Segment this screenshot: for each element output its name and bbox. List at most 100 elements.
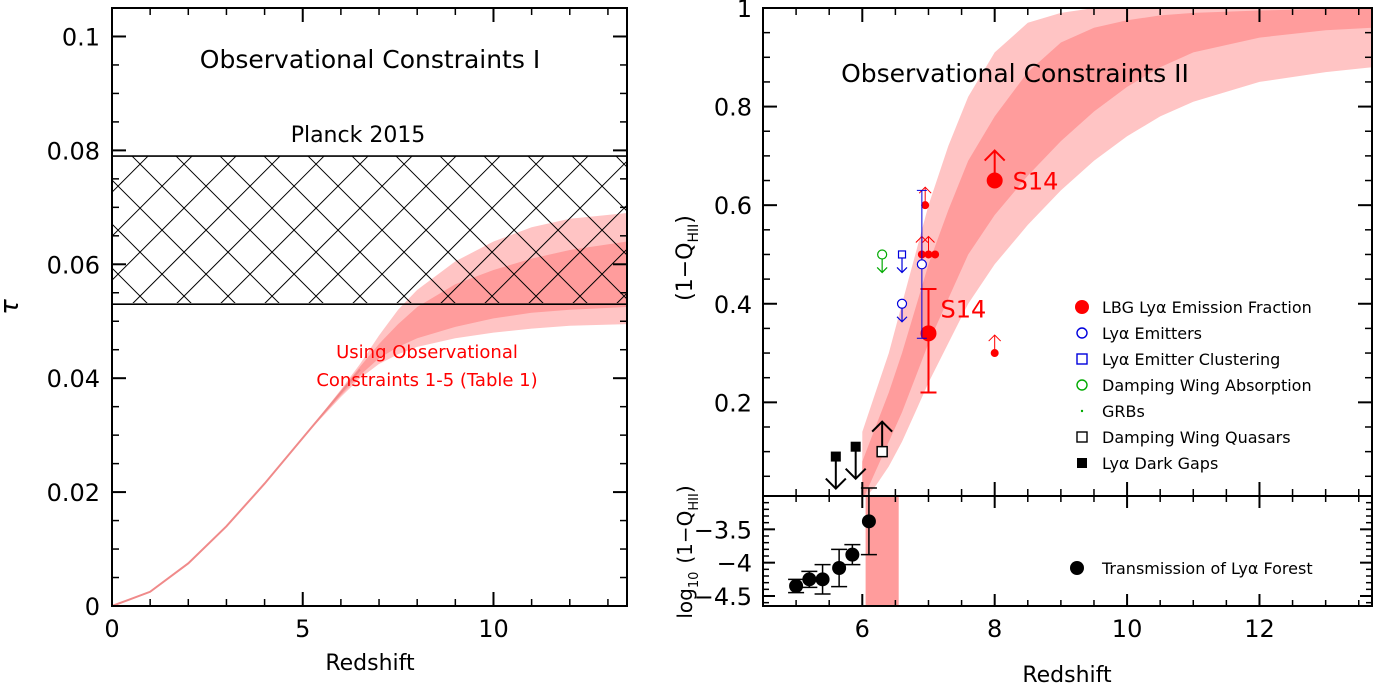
hatch-line xyxy=(748,156,896,304)
legend-label: Damping Wing Quasars xyxy=(1102,428,1291,447)
legend-marker xyxy=(1077,458,1087,468)
log-label-prefix: log xyxy=(673,588,697,619)
lbg-large-point xyxy=(920,325,937,342)
dwq-lower-limit-head xyxy=(871,420,893,433)
legend-label: Transmission of Lyα Forest xyxy=(1101,559,1313,578)
dark-gap-upper-limit-head xyxy=(825,477,847,490)
hatch-line xyxy=(351,156,500,303)
tau-inner-band xyxy=(112,241,627,606)
x-tick-label: 8 xyxy=(987,615,1002,643)
hatch-line xyxy=(439,156,588,303)
lbg-large-point xyxy=(986,172,1003,189)
legend-label: Lyα Dark Gaps xyxy=(1102,454,1218,473)
legend-label: Lyα Emitter Clustering xyxy=(1102,350,1280,369)
hatch-line xyxy=(131,156,280,303)
lbg-small-point xyxy=(921,201,930,210)
legend-marker xyxy=(1075,300,1089,314)
log-label-prefix-sub: 10 xyxy=(687,572,702,589)
x-tick-label: 0 xyxy=(104,615,119,643)
y-tick-label: 0.02 xyxy=(47,479,100,507)
x-tick-label: 6 xyxy=(855,615,870,643)
hatch-line xyxy=(704,156,852,304)
y-tick-label: 0.04 xyxy=(47,365,100,393)
forest-point xyxy=(789,579,804,593)
hatch-line xyxy=(112,267,148,303)
x-tick-label: 10 xyxy=(478,615,509,643)
log-neutral-fraction-points xyxy=(788,487,877,595)
lae-clustering-point xyxy=(897,250,907,259)
y-tick-label: 0.6 xyxy=(714,192,752,220)
legend-label: GRBs xyxy=(1102,402,1145,421)
lae-clustering-upper-limit-head xyxy=(896,267,908,274)
lbg-lower-limit-head xyxy=(983,149,1006,162)
hatch-line xyxy=(395,156,544,303)
tau-panel-ticks: 0 0.02 0.04 0.06 0.08 0.1 0 5 10 xyxy=(47,8,627,643)
tau-panel: 0 0.02 0.04 0.06 0.08 0.1 0 5 10 Observational C… xyxy=(0,7,896,676)
tau-panel-title: Observational Constraints I xyxy=(200,45,540,74)
hatch-line xyxy=(0,156,60,304)
lae-point xyxy=(896,298,908,309)
forest-point xyxy=(815,572,830,587)
legend-label: Lyα Emitters xyxy=(1102,324,1202,343)
hatch-line xyxy=(219,156,368,303)
legend-marker xyxy=(1076,431,1088,443)
y-tick-label: −3.5 xyxy=(694,516,752,544)
y-tick-label: 0.08 xyxy=(47,137,100,165)
annotation-line-2: Constraints 1-5 (Table 1) xyxy=(316,370,537,391)
forest-point xyxy=(845,547,860,562)
x-tick-label: 12 xyxy=(1244,615,1275,643)
neutral-fraction-panel: S14 S14 0.2 0.4 0.6 0.8 1 Observational Const… xyxy=(673,0,1372,496)
y-label-sub: HII xyxy=(686,224,702,243)
legend-marker xyxy=(1076,327,1088,339)
neutral-fraction-ticks: 0.2 0.4 0.6 0.8 1 xyxy=(714,0,1372,496)
log-label-sub: HII xyxy=(687,493,702,510)
hatch-line xyxy=(112,223,192,303)
hatch-line xyxy=(112,156,149,193)
hatch-line xyxy=(527,156,627,256)
neutral-fraction-y-axis-label: (1−QHII) xyxy=(673,215,702,301)
hatch-line xyxy=(0,156,60,304)
lbg-point-label: S14 xyxy=(1013,168,1059,196)
lae-upper-limit-head xyxy=(896,316,908,323)
right-x-axis-label: Redshift xyxy=(1022,663,1112,688)
annotation-line-1: Using Observational xyxy=(336,342,518,363)
x-tick-label: 5 xyxy=(295,615,310,643)
legend-marker xyxy=(1070,561,1084,575)
dwq-point xyxy=(876,445,888,458)
forest-point xyxy=(832,561,847,575)
svg-text:log10(1−QHII): log10 (1−QHII) xyxy=(673,485,702,618)
tau-y-axis-label: τ xyxy=(0,299,25,315)
legend-marker xyxy=(1076,353,1088,365)
forest-point xyxy=(802,572,817,587)
lbg-small-point xyxy=(990,349,999,358)
dark-gap-upper-limit-head xyxy=(844,467,867,481)
y-tick-label: 0 xyxy=(85,593,100,621)
dwa-point xyxy=(877,249,888,260)
planck-hatching xyxy=(0,156,896,304)
hatch-line xyxy=(0,156,104,304)
hatch-line xyxy=(572,248,627,303)
y-label-close: ) xyxy=(673,215,698,224)
lbg-small-point xyxy=(931,250,940,259)
hatch-line xyxy=(704,156,852,304)
neutral-inner-band xyxy=(862,8,1372,496)
hatch-line xyxy=(483,156,627,300)
lbg-small-lower-limit-head xyxy=(988,334,1002,342)
y-tick-label: 0.8 xyxy=(714,94,752,122)
y-tick-label: 0.1 xyxy=(62,23,100,51)
hatch-line xyxy=(307,156,456,303)
log-y-axis-label: log10 (1−QHII) xyxy=(673,485,702,618)
lbg-small-lower-limit-head xyxy=(918,186,932,194)
y-label-main: (1−Q xyxy=(673,243,698,301)
y-tick-label: −4 xyxy=(717,550,752,578)
y-tick-label: −4.5 xyxy=(694,583,752,611)
log-neutral-fraction-ticks: −3.5 −4 −4.5 6 8 10 12 xyxy=(694,496,1372,643)
lbg-small-lower-limit-head xyxy=(922,235,935,243)
hatch-line xyxy=(0,156,104,304)
log-label-close: ) xyxy=(673,485,697,493)
hatch-line xyxy=(175,156,324,303)
lae-point xyxy=(916,259,927,270)
tau-credible-band xyxy=(112,213,627,606)
lbg-point-label: S14 xyxy=(940,295,986,323)
neutral-fraction-legend: LBG Lyα Emission Fraction Lyα Emitters Lyα… xyxy=(1075,298,1312,473)
